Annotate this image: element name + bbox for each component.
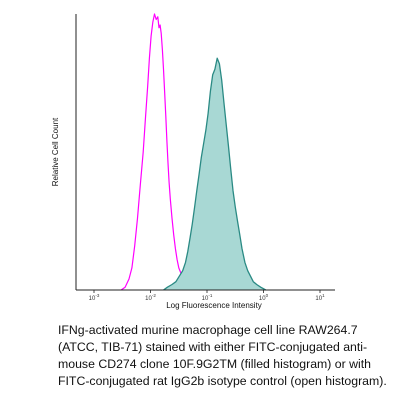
x-tick-label: 101 <box>315 293 325 302</box>
y-axis-label: Relative Cell Count <box>51 117 60 186</box>
filled-histogram-area <box>163 58 266 291</box>
figure-caption: IFNg-activated murine macrophage cell li… <box>58 323 387 388</box>
x-tick-label: 10-1 <box>202 293 213 302</box>
x-tick-label: 10-2 <box>145 293 156 302</box>
histogram-chart: Relative Cell Count Log Fluorescence Int… <box>51 13 335 310</box>
x-axis-label: Log Fluorescence Intensity <box>166 301 262 310</box>
x-tick-label: 10-3 <box>89 293 100 302</box>
filled-histogram-outline <box>163 57 267 291</box>
open-histogram-outline <box>120 13 201 291</box>
x-tick-label: 100 <box>259 293 269 302</box>
